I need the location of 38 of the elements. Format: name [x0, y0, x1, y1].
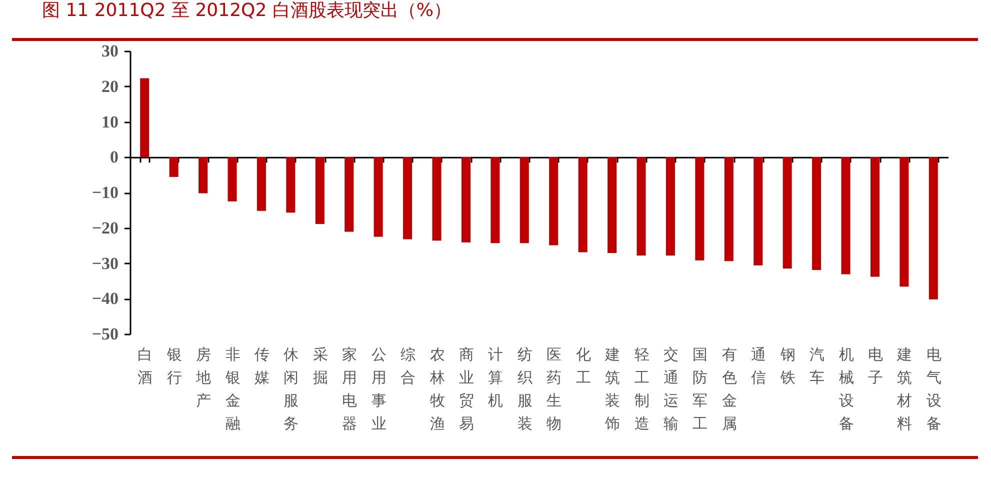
x-tick-label: 国防军工	[692, 346, 708, 432]
x-tick-label: 休闲服务	[284, 346, 299, 432]
x-tick-label: 建筑材料	[896, 346, 912, 432]
x-tick-label: 医药生物	[546, 346, 562, 432]
x-tick-label: 商业贸易	[458, 346, 474, 432]
x-tick-label: 建筑装饰	[604, 346, 620, 432]
x-tick-label: 非银金融	[224, 346, 240, 432]
x-tick-label: 传媒	[254, 346, 270, 386]
x-tick-label: 交通运输	[663, 346, 678, 432]
x-tick-label: 公用事业	[371, 346, 386, 432]
y-tick-label: −40	[92, 289, 118, 308]
y-tick-label: −50	[92, 324, 118, 344]
x-tick-label: 农林牧渔	[428, 346, 445, 432]
x-tick-label: 机械设备	[838, 346, 854, 432]
y-tick-label: −30	[92, 254, 118, 273]
y-tick-label: −20	[92, 218, 118, 238]
y-tick-label: 10	[102, 112, 118, 132]
x-tick-label: 家用电器	[342, 346, 358, 432]
x-tick-label: 轻工制造	[634, 346, 650, 432]
x-tick-label: 有色金属	[722, 346, 737, 432]
y-tick-label: 0	[110, 148, 118, 167]
x-tick-label: 银行	[166, 346, 182, 386]
x-tick-label: 化工	[576, 346, 591, 386]
x-tick-label: 汽车	[810, 346, 825, 386]
x-tick-label: 纺织服装	[517, 346, 532, 432]
x-tick-label: 白酒	[138, 346, 153, 386]
chart-title: 图 11 2011Q2 至 2012Q2 白酒股表现突出（%）	[42, 0, 452, 21]
y-tick-label: 30	[102, 42, 118, 60]
y-tick-label: 20	[102, 76, 118, 96]
x-tick-label: 采掘	[312, 346, 328, 386]
x-tick-label: 电气设备	[926, 346, 942, 432]
x-tick-label: 通信	[751, 346, 766, 386]
x-tick-label: 电子	[868, 346, 883, 386]
y-tick-label: −10	[92, 183, 118, 202]
x-tick-label: 钢铁	[779, 346, 796, 386]
x-tick-label: 综合	[400, 346, 416, 386]
x-tick-label: 房地产	[195, 346, 212, 410]
x-tick-label: 计算机	[488, 346, 504, 410]
